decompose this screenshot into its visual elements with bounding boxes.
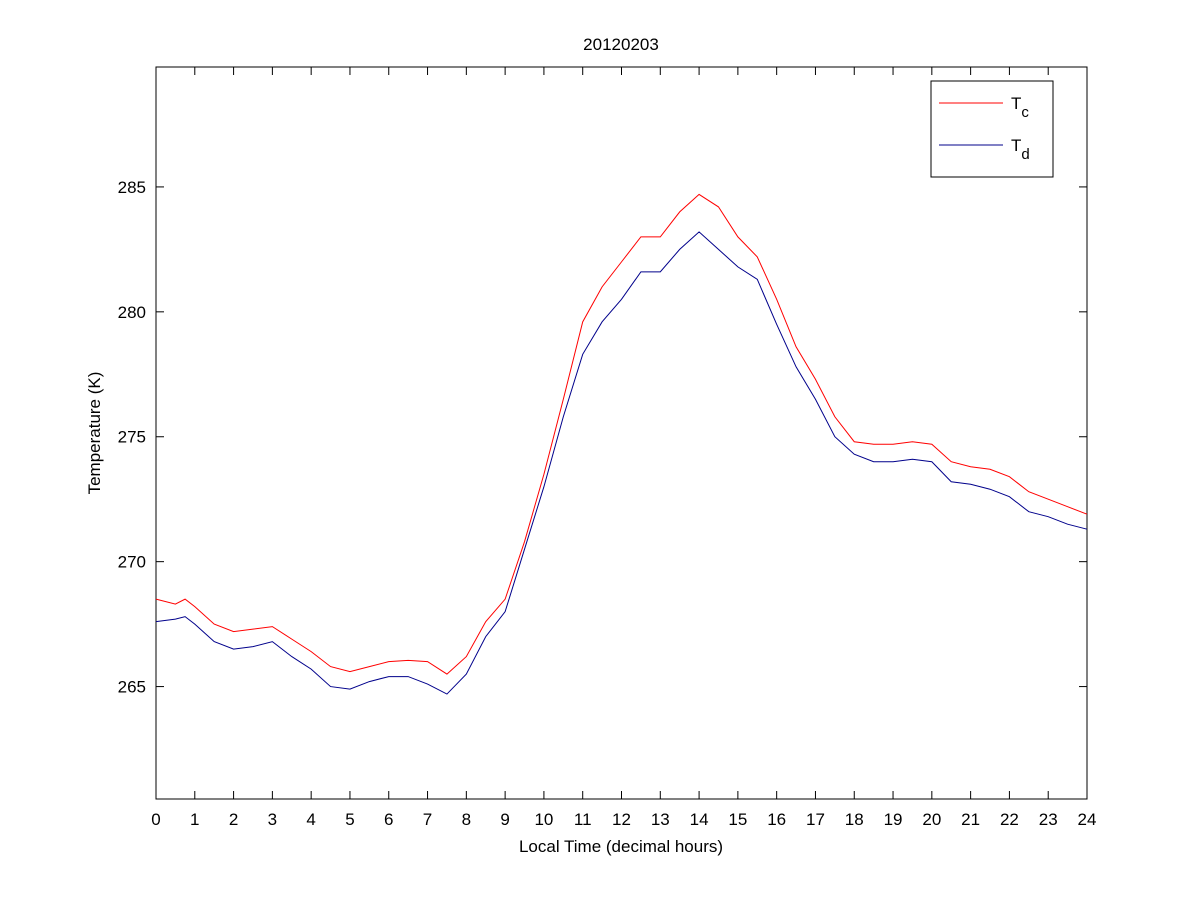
x-tick-label: 5 bbox=[345, 810, 354, 829]
legend-label: Tc bbox=[1011, 94, 1029, 121]
x-tick-label: 19 bbox=[884, 810, 903, 829]
x-tick-label: 16 bbox=[767, 810, 786, 829]
line-series bbox=[155, 193, 1088, 675]
x-tick-label: 4 bbox=[306, 810, 315, 829]
line-series bbox=[155, 231, 1088, 695]
x-axis-label: Local Time (decimal hours) bbox=[519, 837, 723, 856]
y-tick-label: 270 bbox=[118, 553, 146, 572]
x-tick-label: 13 bbox=[651, 810, 670, 829]
x-tick-label: 24 bbox=[1078, 810, 1097, 829]
x-tick-label: 1 bbox=[190, 810, 199, 829]
y-tick-label: 275 bbox=[118, 428, 146, 447]
x-tick-label: 7 bbox=[423, 810, 432, 829]
x-tick-label: 14 bbox=[690, 810, 709, 829]
x-tick-label: 20 bbox=[922, 810, 941, 829]
x-tick-label: 15 bbox=[728, 810, 747, 829]
y-tick-label: 285 bbox=[118, 178, 146, 197]
x-tick-label: 18 bbox=[845, 810, 864, 829]
x-tick-label: 12 bbox=[612, 810, 631, 829]
x-tick-label: 2 bbox=[229, 810, 238, 829]
x-tick-label: 17 bbox=[806, 810, 825, 829]
chart-title: 20120203 bbox=[583, 35, 659, 54]
legend-label: Td bbox=[1011, 136, 1030, 163]
x-tick-label: 3 bbox=[268, 810, 277, 829]
x-tick-label: 22 bbox=[1000, 810, 1019, 829]
legend-box bbox=[930, 80, 1054, 178]
x-tick-label: 23 bbox=[1039, 810, 1058, 829]
y-tick-label: 280 bbox=[118, 303, 146, 322]
y-axis-label: Temperature (K) bbox=[85, 372, 104, 495]
y-tick-label: 265 bbox=[118, 678, 146, 697]
x-tick-label: 21 bbox=[961, 810, 980, 829]
x-tick-label: 0 bbox=[151, 810, 160, 829]
x-tick-label: 9 bbox=[500, 810, 509, 829]
x-tick-label: 6 bbox=[384, 810, 393, 829]
x-tick-label: 8 bbox=[462, 810, 471, 829]
x-tick-label: 11 bbox=[574, 810, 592, 829]
x-tick-label: 10 bbox=[534, 810, 553, 829]
